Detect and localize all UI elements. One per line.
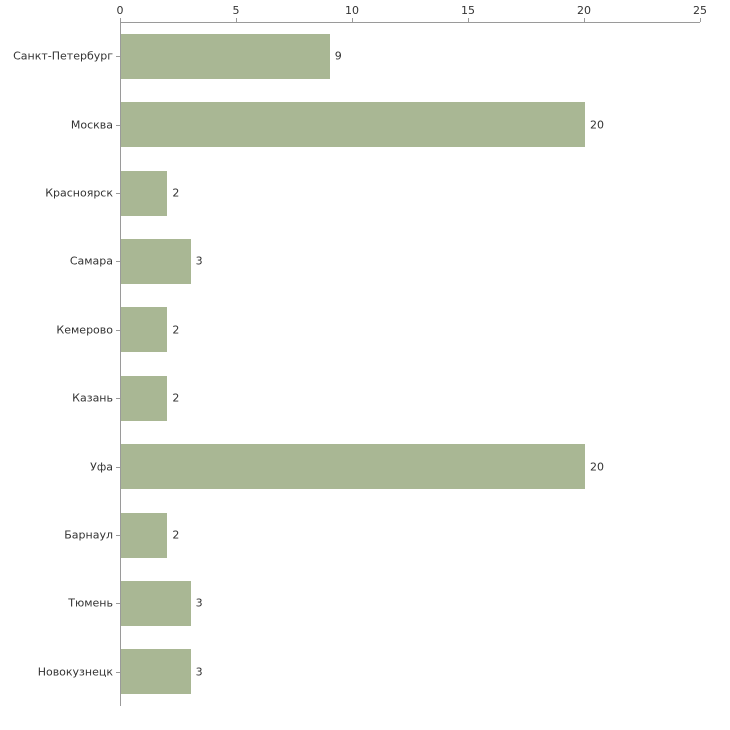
- bar: [121, 33, 330, 79]
- category-label: Самара: [69, 254, 113, 268]
- category-label: Барнаул: [64, 528, 113, 542]
- x-tick-label: 25: [693, 4, 707, 17]
- bar-value-label: 2: [172, 323, 180, 337]
- category-label: Уфа: [90, 460, 113, 474]
- x-axis-line: [120, 22, 700, 23]
- bar-value-label: 2: [172, 186, 180, 200]
- category-label: Новокузнецк: [37, 665, 113, 679]
- bar: [121, 512, 168, 558]
- y-tick-mark: [116, 671, 120, 673]
- y-tick-mark: [116, 124, 120, 126]
- bar: [121, 238, 191, 284]
- x-tick-mark: [468, 18, 469, 22]
- category-label: Тюмень: [68, 596, 113, 610]
- bar: [121, 307, 168, 353]
- y-tick-mark: [116, 398, 120, 400]
- category-label: Красноярск: [45, 186, 113, 200]
- bar-value-label: 9: [334, 49, 342, 63]
- x-tick-label: 0: [116, 4, 124, 17]
- y-tick-mark: [116, 56, 120, 58]
- bar-value-label: 2: [172, 528, 180, 542]
- x-tick-mark: [584, 18, 585, 22]
- bar-value-label: 2: [172, 391, 180, 405]
- bar: [121, 102, 585, 148]
- x-tick-mark: [352, 18, 353, 22]
- bar-value-label: 3: [195, 596, 203, 610]
- bar: [121, 649, 191, 695]
- x-tick-label: 5: [232, 4, 240, 17]
- y-tick-mark: [116, 329, 120, 331]
- category-label: Казань: [72, 391, 113, 405]
- y-tick-mark: [116, 193, 120, 194]
- bar-value-label: 20: [590, 118, 604, 132]
- x-tick-label: 15: [461, 4, 475, 17]
- category-label: Санкт-Петербург: [13, 49, 113, 63]
- y-tick-mark: [116, 466, 120, 468]
- bar: [121, 170, 168, 216]
- y-axis-line: [120, 22, 121, 706]
- bar: [121, 375, 168, 421]
- x-tick-mark: [700, 18, 701, 22]
- y-tick-mark: [116, 603, 120, 605]
- x-tick-mark: [236, 18, 237, 22]
- bar-value-label: 3: [195, 665, 203, 679]
- y-tick-mark: [116, 261, 120, 263]
- bar: [121, 580, 191, 626]
- x-tick-label: 20: [577, 4, 591, 17]
- category-label: Кемерово: [56, 323, 113, 337]
- x-tick-mark: [120, 18, 121, 22]
- y-tick-mark: [116, 535, 120, 536]
- bar-value-label: 3: [195, 254, 203, 268]
- category-label: Москва: [70, 118, 113, 132]
- x-tick-label: 10: [345, 4, 359, 17]
- bar: [121, 444, 585, 490]
- bar-value-label: 20: [590, 460, 604, 474]
